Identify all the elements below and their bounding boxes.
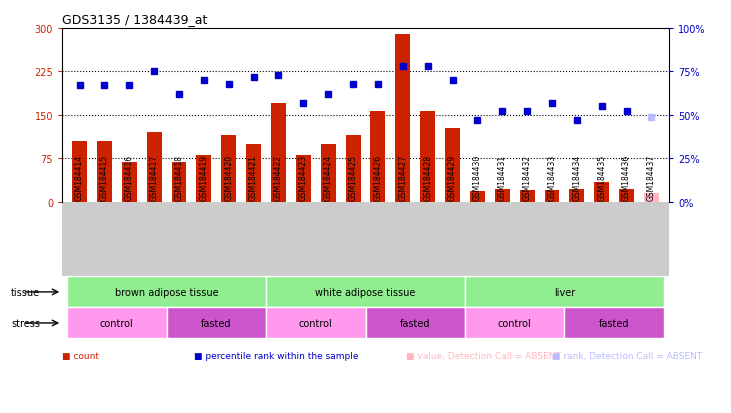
Bar <box>72 142 87 202</box>
Bar <box>395 35 410 202</box>
Bar <box>271 104 286 202</box>
Text: control: control <box>498 318 531 328</box>
FancyBboxPatch shape <box>67 308 167 339</box>
Text: control: control <box>299 318 333 328</box>
Bar <box>445 129 460 202</box>
FancyBboxPatch shape <box>564 308 664 339</box>
FancyBboxPatch shape <box>366 308 465 339</box>
Bar <box>594 182 609 202</box>
Bar <box>470 192 485 202</box>
Text: fasted: fasted <box>201 318 232 328</box>
Bar <box>321 145 336 202</box>
Text: brown adipose tissue: brown adipose tissue <box>115 287 219 297</box>
FancyBboxPatch shape <box>67 277 266 308</box>
Text: white adipose tissue: white adipose tissue <box>315 287 416 297</box>
Bar <box>545 191 559 202</box>
Bar <box>420 112 435 202</box>
Bar <box>644 194 659 202</box>
FancyBboxPatch shape <box>465 308 564 339</box>
Text: fasted: fasted <box>599 318 629 328</box>
Bar <box>346 136 360 202</box>
Bar <box>197 156 211 202</box>
Text: liver: liver <box>554 287 575 297</box>
Bar <box>172 163 186 202</box>
Bar <box>97 142 112 202</box>
Bar <box>619 190 634 202</box>
Bar <box>122 163 137 202</box>
Text: fasted: fasted <box>400 318 431 328</box>
FancyBboxPatch shape <box>266 308 366 339</box>
Text: control: control <box>100 318 134 328</box>
Text: stress: stress <box>11 318 40 328</box>
Bar <box>147 133 162 202</box>
Bar <box>569 190 584 202</box>
FancyBboxPatch shape <box>266 277 465 308</box>
Bar <box>495 190 510 202</box>
Bar <box>371 112 385 202</box>
Text: ■ percentile rank within the sample: ■ percentile rank within the sample <box>194 351 358 360</box>
Bar <box>221 136 236 202</box>
Text: ■ value, Detection Call = ABSENT: ■ value, Detection Call = ABSENT <box>406 351 561 360</box>
Bar <box>296 156 311 202</box>
Text: ■ rank, Detection Call = ABSENT: ■ rank, Detection Call = ABSENT <box>552 351 702 360</box>
FancyBboxPatch shape <box>167 308 266 339</box>
FancyBboxPatch shape <box>465 277 664 308</box>
Bar <box>520 191 534 202</box>
Bar <box>246 145 261 202</box>
Text: tissue: tissue <box>11 287 40 297</box>
Text: ■ count: ■ count <box>62 351 99 360</box>
Text: GDS3135 / 1384439_at: GDS3135 / 1384439_at <box>62 13 208 26</box>
